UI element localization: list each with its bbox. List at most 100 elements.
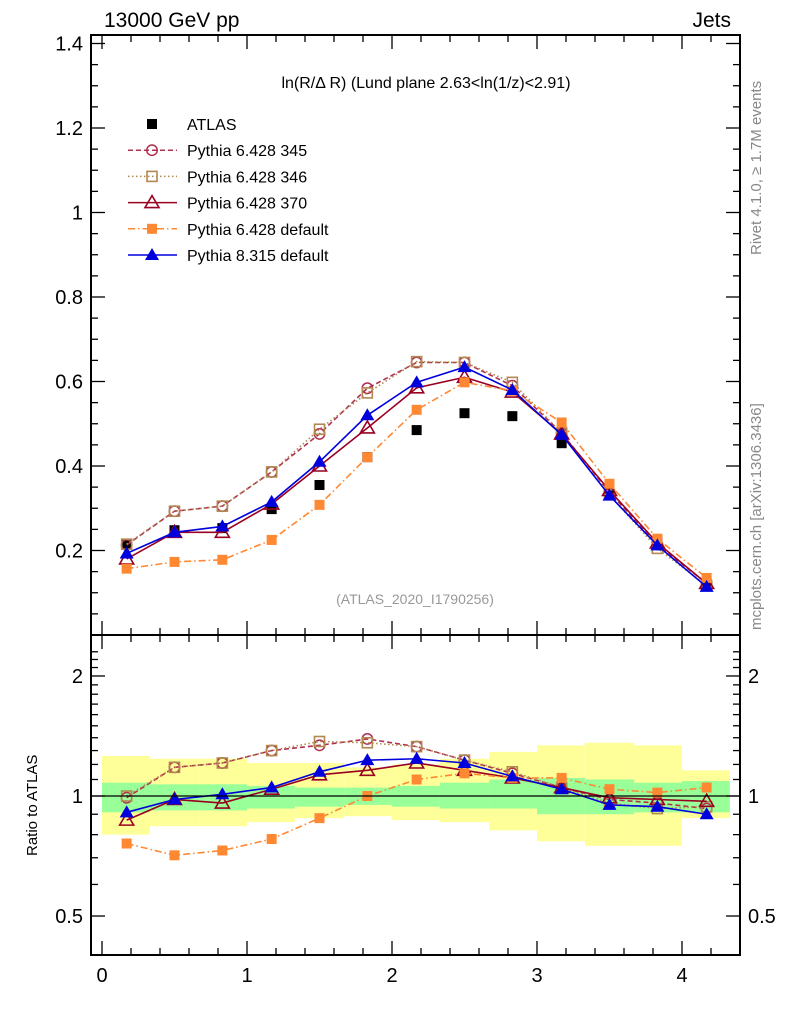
data-point	[362, 452, 373, 463]
mcplots-label: mcplots.cern.ch [arXiv:1306.3436]	[748, 403, 765, 630]
ratio-point	[698, 792, 716, 808]
legend-item: Pythia 6.428 345	[128, 143, 307, 160]
legend-marker	[147, 223, 157, 234]
main-series	[118, 355, 716, 592]
legend-label: Pythia 6.428 345	[187, 143, 307, 160]
ratio-point	[169, 850, 180, 861]
data-point	[314, 480, 325, 491]
main-ytick-label: 1.4	[55, 34, 83, 56]
legend-item: Pythia 6.428 default	[128, 222, 329, 239]
ratio-point	[119, 805, 134, 818]
data-point	[699, 579, 714, 592]
series-pythia-6-428-370	[118, 368, 716, 590]
ratio-point	[505, 769, 520, 782]
ratio-point	[266, 834, 277, 845]
ratio-point	[554, 782, 569, 795]
ratio-line	[126, 740, 707, 810]
ratio-point	[556, 772, 567, 783]
data-point	[169, 556, 180, 567]
xtick-label: 2	[386, 965, 397, 987]
xtick-label: 4	[676, 965, 687, 987]
main-ytick-label: 1.2	[55, 118, 83, 140]
ratio-series-pythia-8-315-default	[119, 751, 714, 820]
ratio-point	[358, 761, 376, 777]
legend-marker	[146, 170, 158, 183]
ratio-point	[216, 757, 229, 769]
data-point	[168, 505, 181, 518]
legend-item: Pythia 8.315 default	[128, 248, 329, 265]
data-point	[361, 387, 374, 399]
data-point	[215, 519, 230, 532]
ratio-point	[313, 735, 326, 748]
legend-label: Pythia 6.428 370	[187, 196, 307, 213]
ratio-series	[118, 733, 716, 861]
data-point	[266, 534, 277, 545]
data-point	[121, 563, 132, 574]
ratio-point	[217, 845, 228, 856]
ratio-point	[411, 774, 422, 785]
data-point	[264, 494, 279, 507]
ratio-line	[126, 738, 707, 810]
series-line	[126, 361, 708, 585]
ratio-ytick-label-right: 0.5	[748, 906, 776, 928]
xtick-label: 3	[531, 965, 542, 987]
ratio-point	[168, 761, 181, 774]
ratio-point	[265, 744, 278, 757]
series-line	[126, 360, 708, 587]
data-point	[217, 554, 228, 565]
legend-label: Pythia 6.428 346	[187, 169, 307, 186]
main-ytick-label: 0.4	[55, 456, 83, 478]
ratio-point	[361, 736, 374, 749]
ratio-point	[121, 838, 132, 849]
data-point	[265, 465, 278, 478]
main-ytick-label: 0.2	[55, 541, 83, 563]
ratio-ytick-label: 2	[72, 666, 83, 688]
ratio-point	[314, 813, 325, 824]
data-point	[409, 375, 424, 388]
series-pythia-6-428-345	[120, 356, 713, 590]
legend-label: ATLAS	[187, 117, 237, 134]
data-point	[701, 572, 712, 583]
data-point	[604, 478, 615, 489]
data-point	[265, 466, 278, 478]
data-point	[556, 438, 567, 449]
legend-marker	[147, 119, 157, 129]
legend: ATLAS Pythia 6.428 345 Pythia 6.428 346 Pyt…	[128, 117, 329, 265]
ratio-point	[360, 753, 375, 766]
legend-item: ATLAS	[147, 117, 237, 134]
ratio-ytick-label-right: 2	[748, 666, 759, 688]
data-point	[119, 546, 134, 559]
main-ytick-label: 0.6	[55, 372, 83, 394]
ratio-ytick-label-right: 1	[748, 786, 759, 808]
rivet-label: Rivet 4.1.0, ≥ 1.7M events	[748, 81, 765, 255]
legend-label: Pythia 8.315 default	[187, 248, 329, 265]
data-point	[459, 377, 470, 388]
data-point	[216, 500, 229, 512]
axis-ticks	[91, 35, 741, 956]
ratio-point	[650, 799, 665, 812]
data-point	[505, 382, 520, 395]
data-point	[312, 454, 327, 467]
data-point	[650, 538, 665, 551]
xtick-label: 1	[241, 965, 252, 987]
series-pythia-6-428-346	[120, 355, 713, 592]
data-point	[459, 408, 470, 419]
tick-labels: 0.2 0.4 0.6 0.8 1 1.2 1.4 0.5 0.5 1 1 2 2 0 1 2 3 4	[55, 34, 776, 988]
ratio-point	[264, 780, 279, 793]
watermark: (ATLAS_2020_I1790256)	[336, 591, 494, 607]
data-point	[167, 525, 182, 538]
series-pythia-8-315-default	[119, 360, 714, 592]
main-ytick-label: 1	[72, 203, 83, 225]
data-point	[360, 408, 375, 421]
legend-label: Pythia 6.428 default	[187, 222, 329, 239]
data-point	[358, 419, 376, 434]
top-left-label: 13000 GeV pp	[104, 9, 239, 32]
ratio-point	[701, 782, 712, 793]
main-ytick-label: 0.8	[55, 287, 83, 309]
legend-marker	[145, 248, 159, 260]
data-point	[556, 417, 567, 428]
ratio-point	[118, 811, 136, 826]
data-point	[554, 427, 569, 440]
data-point	[602, 488, 617, 501]
